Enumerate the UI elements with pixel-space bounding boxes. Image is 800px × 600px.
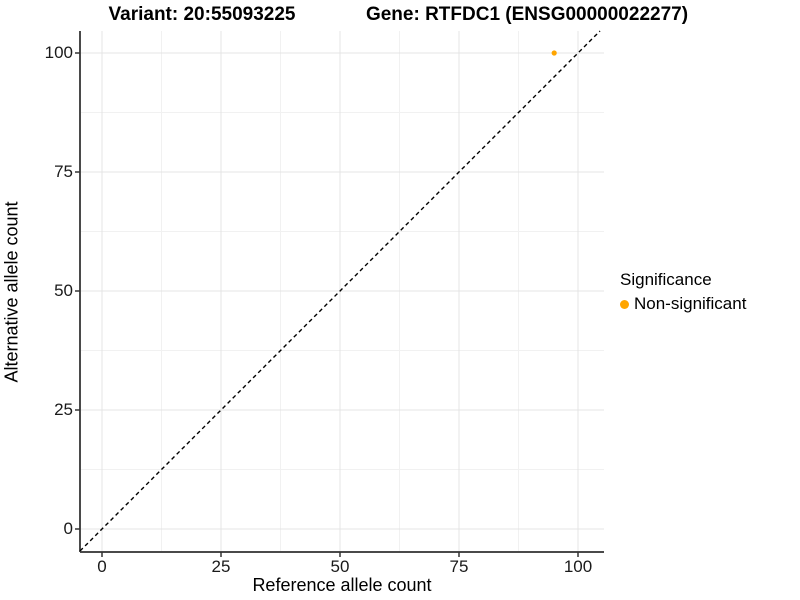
x-tick-label: 100 <box>563 557 593 576</box>
identity-dashed-line <box>79 30 601 552</box>
plot-title-gene: Gene: RTFDC1 (ENSG00000022277) <box>365 4 689 25</box>
x-tick-label: 50 <box>330 557 350 576</box>
x-tick-label: 75 <box>449 557 469 576</box>
plot-title-variant: Variant: 20:55093225 <box>108 4 296 25</box>
y-tick-label: 100 <box>44 43 73 62</box>
x-tick-label: 25 <box>211 557 231 576</box>
x-tick-label: 0 <box>97 557 107 576</box>
y-axis-label: Alternative allele count <box>1 201 22 383</box>
legend-title: Significance <box>620 270 712 289</box>
y-tick-label: 25 <box>54 400 73 419</box>
legend-item-label: Non-significant <box>634 294 747 313</box>
legend-item-non-significant: Non-significant <box>620 294 746 314</box>
x-axis-label: Reference allele count <box>252 575 432 595</box>
y-tick-label: 0 <box>63 519 73 538</box>
y-tick-label: 75 <box>54 162 73 181</box>
data-point <box>551 50 557 56</box>
legend: Significance Non-significant <box>620 270 746 314</box>
y-tick-label: 50 <box>54 281 73 300</box>
circle-marker-icon <box>620 299 629 309</box>
